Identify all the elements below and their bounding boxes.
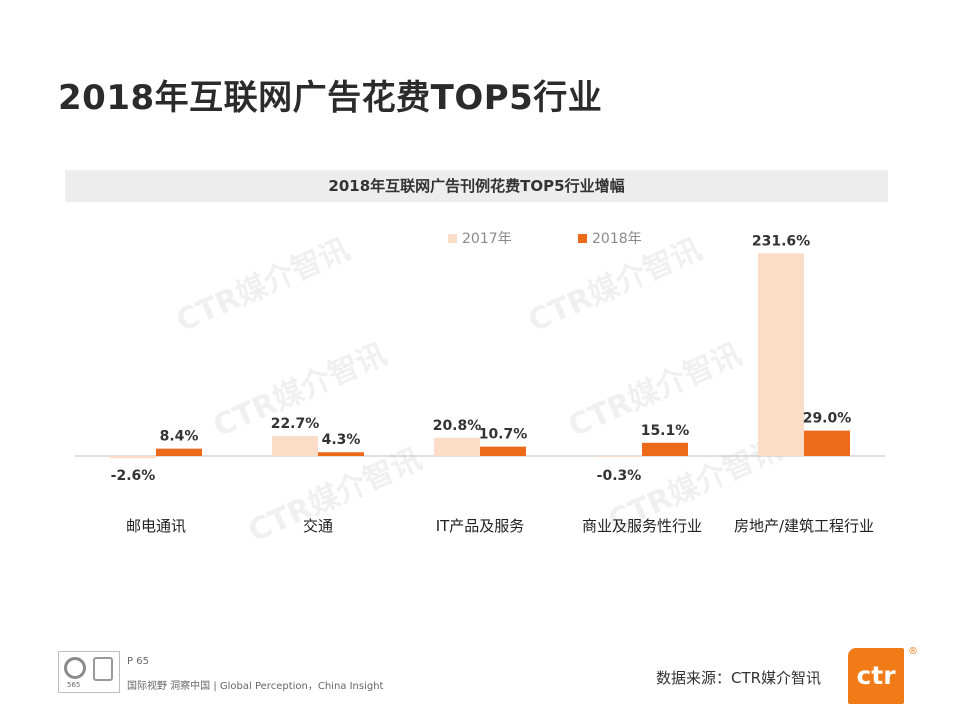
ctr-logo: ctr [848,648,904,704]
footer-tagline: 国际视野 洞察中国 | Global Perception，China Insi… [127,681,384,692]
category-label: 房地产/建筑工程行业 [734,517,874,535]
data-source: 数据来源：CTR媒介智讯 [656,669,822,687]
bar-2017 [272,436,318,456]
page-title: 2018年互联网广告花费TOP5行业 [58,78,603,118]
data-label-2017: 231.6% [752,233,810,249]
bar-2017 [596,456,642,457]
certification-number: 565 [67,681,81,689]
page-number: P 65 [127,656,149,667]
certification-seal-icon [64,657,86,679]
category-label: 交通 [303,517,333,535]
category-label: 商业及服务性行业 [582,517,702,535]
bar-2017 [110,456,156,459]
chart-title: 2018年互联网广告刊例花费TOP5行业增幅 [328,177,625,195]
legend-item-2018: 2018年 [578,228,642,248]
bar-2017 [758,253,804,456]
data-label-2017: 22.7% [271,416,320,432]
data-label-2018: 8.4% [160,429,199,445]
certification-badge-icon [93,657,113,681]
certification-logos: 565 [58,651,120,693]
data-label-2017: -0.3% [597,468,642,484]
bar-2017 [434,437,480,456]
legend-item-2017: 2017年 [448,228,512,248]
data-label-2018: 29.0% [803,411,852,427]
bar-2018 [156,448,202,456]
registered-mark: ® [908,646,918,657]
data-label-2018: 10.7% [479,427,528,443]
legend-swatch-2017 [448,233,457,243]
chart-title-banner: 2018年互联网广告刊例花费TOP5行业增幅 [65,170,888,202]
legend-label-2017: 2017年 [462,231,512,247]
data-label-2017: 20.8% [433,418,482,434]
legend-label-2018: 2018年 [592,231,642,247]
bar-2018 [642,442,688,456]
bar-2018 [804,430,850,456]
data-label-2018: 15.1% [641,423,690,439]
data-label-2017: -2.6% [111,468,156,484]
data-label-2018: 4.3% [322,432,361,448]
legend-swatch-2018 [578,233,587,243]
category-label: 邮电通讯 [126,517,186,535]
category-label: IT产品及服务 [436,517,525,535]
bar-2018 [480,446,526,456]
bar-2018 [318,452,364,456]
